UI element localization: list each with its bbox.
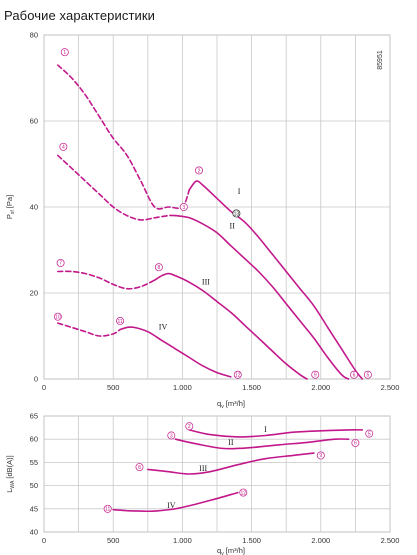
series-line-II-ext <box>57 154 177 221</box>
x-tick-label: 2.500 <box>381 536 400 545</box>
y-tick-label: 80 <box>30 31 38 40</box>
series-line-II <box>174 438 350 450</box>
x-axis-label: qv [m³/h] <box>217 546 245 555</box>
point-marker <box>53 312 62 321</box>
series-line-III <box>153 272 308 380</box>
point-number-label: 3 <box>182 205 185 211</box>
y-tick-label: 0 <box>34 375 38 384</box>
series-line-I-ext <box>57 64 191 210</box>
point-marker <box>167 431 176 440</box>
x-tick-label: 1.500 <box>242 536 261 545</box>
point-marker <box>232 209 241 218</box>
document-number: 85951 <box>377 50 384 70</box>
point-number-label: 2 <box>188 424 191 430</box>
point-number-label: 3 <box>170 433 173 439</box>
x-tick-label: 2.000 <box>311 536 330 545</box>
curve-roman-label: III <box>202 277 210 286</box>
point-marker <box>116 317 125 325</box>
y-tick-label: 55 <box>30 458 38 467</box>
point-marker <box>135 463 144 471</box>
x-tick-label: 2.000 <box>311 383 330 392</box>
point-number-label: 9 <box>314 373 317 379</box>
point-marker <box>311 370 320 379</box>
point-number-label: 1 <box>63 50 66 56</box>
point-marker <box>103 504 112 513</box>
point-number-label: 8 <box>157 265 160 271</box>
y-axis-label: Psf [Pa] <box>5 195 16 219</box>
point-marker <box>195 166 203 175</box>
point-number-label: 6 <box>353 373 356 379</box>
curve-roman-label: II <box>230 222 236 231</box>
y-tick-label: 50 <box>30 481 38 490</box>
y-tick-label: 60 <box>30 435 38 444</box>
y-tick-label: 40 <box>30 528 38 537</box>
curve-roman-label: IV <box>159 323 168 332</box>
page-title: Рабочие характеристики <box>4 8 156 23</box>
curve-roman-label: IV <box>167 501 176 510</box>
curve-roman-label: I <box>264 425 267 434</box>
y-axis-label: LWA [dB(A)] <box>5 455 16 492</box>
point-marker <box>239 488 248 497</box>
y-tick-label: 40 <box>30 203 38 212</box>
x-tick-label: 2.500 <box>381 383 400 392</box>
y-tick-label: 60 <box>30 117 38 126</box>
point-marker <box>316 451 325 460</box>
x-tick-label: 1.500 <box>242 383 261 392</box>
curve-roman-label: III <box>199 464 207 473</box>
point-number-label: 12 <box>235 373 241 379</box>
point-number-label: 13 <box>234 211 240 217</box>
point-marker <box>351 438 360 447</box>
y-tick-label: 20 <box>30 289 38 298</box>
point-marker <box>179 203 188 211</box>
point-number-label: 5 <box>368 431 371 437</box>
point-number-label: 7 <box>59 261 62 267</box>
point-marker <box>350 370 358 379</box>
x-tick-label: 500 <box>107 383 120 392</box>
point-number-label: 10 <box>55 314 61 320</box>
curve-roman-label: I <box>238 187 241 196</box>
point-number-label: 11 <box>118 319 123 325</box>
point-marker <box>59 142 68 151</box>
point-number-label: 9 <box>319 453 322 459</box>
series-line-I <box>188 429 364 438</box>
series-line-II <box>174 214 350 380</box>
point-marker <box>365 429 374 438</box>
series-line-IV <box>119 326 232 378</box>
x-axis-label: qv [m³/h] <box>217 399 245 410</box>
series-line-I <box>188 180 364 380</box>
point-marker <box>56 258 65 267</box>
x-tick-label: 0 <box>42 383 46 392</box>
point-marker <box>233 370 242 379</box>
curve-roman-label: II <box>228 438 234 447</box>
y-tick-label: 45 <box>30 504 38 513</box>
x-tick-label: 500 <box>107 536 120 545</box>
point-number-label: 11 <box>105 507 110 513</box>
point-number-label: 2 <box>198 168 201 174</box>
point-marker <box>185 422 194 431</box>
point-marker <box>363 370 372 379</box>
x-tick-label: 0 <box>42 536 46 545</box>
point-marker <box>154 263 163 272</box>
point-marker <box>60 48 69 57</box>
x-tick-label: 1.000 <box>173 383 192 392</box>
x-tick-label: 1.000 <box>173 536 192 545</box>
series-line-III-ext <box>57 270 156 290</box>
point-number-label: 5 <box>366 373 369 379</box>
series-line-III <box>147 452 315 475</box>
point-number-label: 6 <box>354 441 357 447</box>
pressure-chart: 0 20 40 60 80 0 500 1.000 1.500 2.000 2.500 qv [m³/… <box>5 31 399 411</box>
y-tick-label: 65 <box>30 412 38 421</box>
point-number-label: 8 <box>138 465 141 471</box>
point-number-label: 12 <box>241 490 247 496</box>
point-number-label: 4 <box>62 145 65 151</box>
series-line-IV-ext <box>57 322 121 337</box>
series-line-IV <box>112 491 239 513</box>
